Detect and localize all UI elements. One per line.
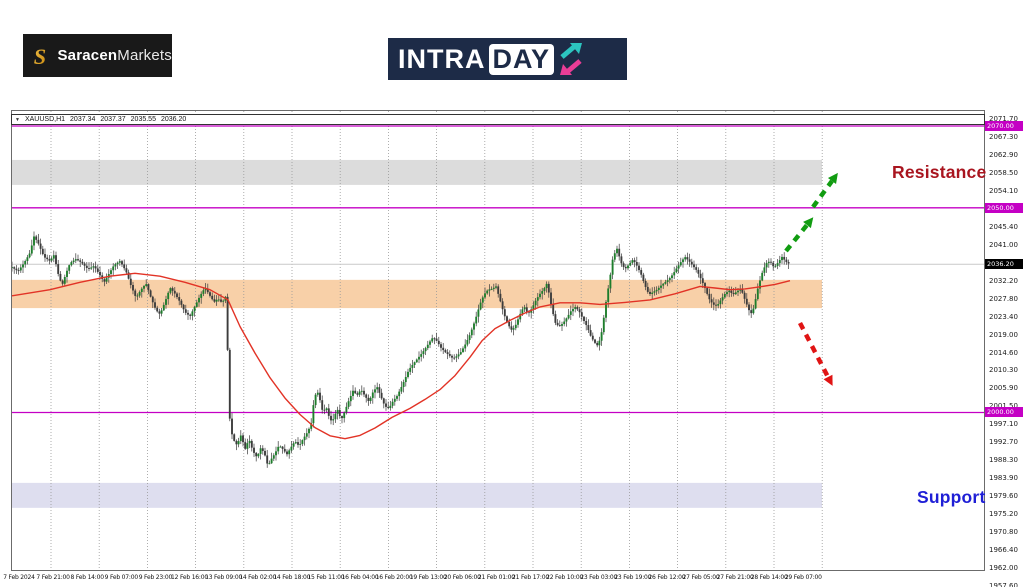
y-axis-label: 2010.30 xyxy=(989,366,1018,375)
high-value: 2037.37 xyxy=(100,116,126,123)
y-axis-label: 1979.60 xyxy=(989,491,1018,500)
x-axis-label: 23 Feb 03:00 xyxy=(580,574,618,581)
y-axis-label: 2045.40 xyxy=(989,222,1018,231)
y-axis-label: 2062.90 xyxy=(989,151,1018,160)
x-axis-label: 19 Feb 13:00 xyxy=(409,574,447,581)
low-value: 2035.55 xyxy=(130,116,156,123)
x-axis-label: 14 Feb 18:00 xyxy=(273,574,311,581)
y-axis-label: 1992.70 xyxy=(989,438,1018,447)
y-axis-label: 2032.20 xyxy=(989,276,1018,285)
y-axis-label: 2019.00 xyxy=(989,330,1018,339)
intraday-logo: INTRA DAY xyxy=(388,38,627,80)
green-arrow-upper xyxy=(811,179,834,209)
x-axis-label: 15 Feb 11:00 xyxy=(307,574,345,581)
y-axis-label: 1957.60 xyxy=(989,582,1018,587)
x-axis-label: 29 Feb 07:00 xyxy=(784,574,822,581)
saracen-brand-text: SaracenMarkets xyxy=(57,47,172,64)
y-axis-label: 2058.50 xyxy=(989,169,1018,178)
x-axis-label: 22 Feb 10:00 xyxy=(546,574,584,581)
y-axis-label: 1962.00 xyxy=(989,564,1018,572)
saracen-brand-light: Markets xyxy=(117,47,172,64)
moving-average-line xyxy=(12,272,791,440)
resistance-label: Resistance xyxy=(892,162,987,182)
saracen-markets-logo: S SaracenMarkets xyxy=(23,34,172,77)
y-axis-label: 2027.80 xyxy=(989,294,1018,303)
support-label: Support xyxy=(917,487,986,507)
x-axis-label: 9 Feb 07:00 xyxy=(104,574,139,581)
price-badge: 2000.00 xyxy=(985,407,1023,418)
time-axis[interactable]: 7 Feb 2024 7 Feb 21:00 8 Feb 14:00 9 Feb 07… xyxy=(0,572,985,587)
price-badge: 2050.00 xyxy=(985,202,1023,213)
x-axis-label: 27 Feb 21:00 xyxy=(716,574,754,581)
y-axis-label: 2014.60 xyxy=(989,348,1018,357)
y-axis-label: 2067.30 xyxy=(989,133,1018,141)
price-chart-plot[interactable] xyxy=(11,110,985,571)
middle-zone xyxy=(12,279,822,309)
price-badge: 2036.20 xyxy=(985,259,1023,270)
x-axis-label: 28 Feb 14:00 xyxy=(750,574,788,581)
x-axis-label: 7 Feb 21:00 xyxy=(36,574,70,581)
y-axis-label: 2054.10 xyxy=(989,187,1018,196)
x-axis-label: 23 Feb 19:00 xyxy=(614,574,652,581)
saracen-brand-bold: Saracen xyxy=(57,47,118,64)
y-axis-label: 2001.50 xyxy=(989,402,1018,411)
x-axis-label: 16 Feb 20:00 xyxy=(375,574,413,581)
x-axis-label: 21 Feb 01:00 xyxy=(477,574,515,581)
up-right-arrow-icon xyxy=(560,43,583,59)
x-axis-label: 7 Feb 2024 xyxy=(3,574,35,581)
x-axis-label: 12 Feb 16:00 xyxy=(171,574,208,581)
intraday-text-intra: INTRA xyxy=(398,43,486,74)
price-axis[interactable]: 2071.70 2067.30 2062.90 2058.50 2054.10 2045.… xyxy=(985,0,1024,587)
x-axis-label: 14 Feb 02:00 xyxy=(239,574,277,581)
open-value: 2037.34 xyxy=(70,116,96,123)
symbol-label: XAUUSD,H1 xyxy=(24,116,66,123)
green-arrow-lower xyxy=(784,223,809,253)
y-axis-label: 2005.90 xyxy=(989,384,1018,393)
y-axis-label: 1970.80 xyxy=(989,527,1018,536)
x-axis-label: 13 Feb 09:00 xyxy=(205,574,243,581)
y-axis-label: 1966.40 xyxy=(989,545,1018,554)
chart-info-bar: ▼ XAUUSD,H1 2037.34 2037.37 2035.55 2036… xyxy=(11,114,985,125)
down-left-arrow-icon xyxy=(560,59,582,75)
y-axis-label: 2071.70 xyxy=(989,115,1018,123)
y-axis-label: 2041.00 xyxy=(989,240,1018,249)
x-axis-label: 21 Feb 17:00 xyxy=(512,574,549,581)
x-axis-label: 26 Feb 12:00 xyxy=(648,574,686,581)
y-axis-label: 1997.10 xyxy=(989,420,1018,429)
close-value: 2036.20 xyxy=(160,116,187,123)
symbol-dropdown-icon[interactable]: ▼ xyxy=(15,116,20,123)
intraday-text-day: DAY xyxy=(488,43,555,75)
y-axis-label: 1988.30 xyxy=(989,456,1018,465)
y-axis-label: 1983.90 xyxy=(989,474,1018,483)
red-arrow-down-head xyxy=(823,374,833,386)
green-arrow-upper-head xyxy=(827,172,838,184)
price-badge: 2070.00 xyxy=(985,120,1023,131)
green-arrow-lower-head xyxy=(803,217,814,229)
candlestick-chart[interactable] xyxy=(12,111,984,570)
x-axis-label: 16 Feb 04:00 xyxy=(341,574,379,581)
y-axis-label: 2023.40 xyxy=(989,312,1018,321)
resistance-zone xyxy=(12,159,822,185)
y-axis-label: 1975.20 xyxy=(989,509,1018,518)
saracen-s-icon: S xyxy=(34,43,46,68)
red-arrow-down xyxy=(798,321,830,379)
x-axis-label: 9 Feb 23:00 xyxy=(138,574,173,581)
x-axis-label: 27 Feb 05:00 xyxy=(682,574,720,581)
x-axis-label: 8 Feb 14:00 xyxy=(70,574,105,581)
svg-text:S: S xyxy=(34,43,46,68)
candles xyxy=(12,231,790,468)
x-axis-label: 20 Feb 06:00 xyxy=(443,574,481,581)
support-zone xyxy=(12,482,822,508)
